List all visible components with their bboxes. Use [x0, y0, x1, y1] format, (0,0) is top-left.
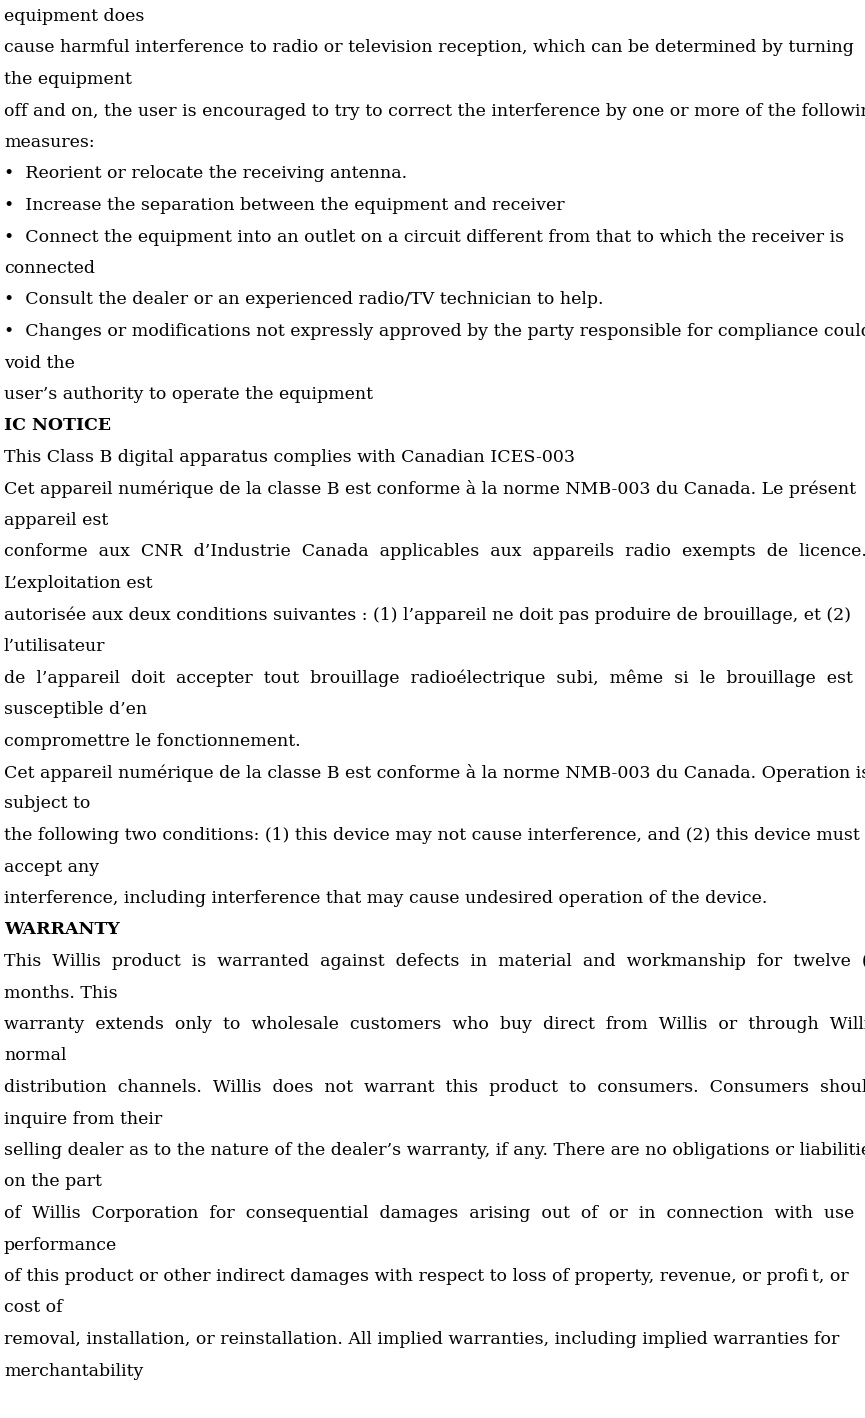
Text: cause harmful interference to radio or television reception, which can be determ: cause harmful interference to radio or t…: [4, 40, 854, 57]
Text: months. This: months. This: [4, 984, 118, 1001]
Text: measures:: measures:: [4, 133, 94, 150]
Text: of  Willis  Corporation  for  consequential  damages  arising  out  of  or  in  : of Willis Corporation for consequential …: [4, 1205, 865, 1222]
Text: interference, including interference that may cause undesired operation of the d: interference, including interference tha…: [4, 891, 767, 908]
Text: conforme  aux  CNR  d’Industrie  Canada  applicables  aux  appareils  radio  exe: conforme aux CNR d’Industrie Canada appl…: [4, 543, 865, 560]
Text: inquire from their: inquire from their: [4, 1110, 163, 1127]
Text: This Class B digital apparatus complies with Canadian ICES-003: This Class B digital apparatus complies …: [4, 450, 575, 467]
Text: compromettre le fonctionnement.: compromettre le fonctionnement.: [4, 733, 301, 750]
Text: autorisée aux deux conditions suivantes : (1) l’appareil ne doit pas produire de: autorisée aux deux conditions suivantes …: [4, 607, 851, 624]
Text: performance: performance: [4, 1236, 118, 1254]
Text: off and on, the user is encouraged to try to correct the interference by one or : off and on, the user is encouraged to tr…: [4, 102, 865, 119]
Text: warranty  extends  only  to  wholesale  customers  who  buy  direct  from  Willi: warranty extends only to wholesale custo…: [4, 1017, 865, 1032]
Text: of this product or other indirect damages with respect to loss of property, reve: of this product or other indirect damage…: [4, 1268, 849, 1285]
Text: user’s authority to operate the equipment: user’s authority to operate the equipmen…: [4, 386, 373, 403]
Text: This  Willis  product  is  warranted  against  defects  in  material  and  workm: This Willis product is warranted against…: [4, 953, 865, 970]
Text: IC NOTICE: IC NOTICE: [4, 417, 111, 434]
Text: the equipment: the equipment: [4, 71, 131, 88]
Text: •  Increase the separation between the equipment and receiver: • Increase the separation between the eq…: [4, 197, 565, 214]
Text: de  l’appareil  doit  accepter  tout  brouillage  radioélectrique  subi,  même  : de l’appareil doit accepter tout brouill…: [4, 669, 853, 686]
Text: equipment does: equipment does: [4, 9, 144, 26]
Text: void the: void the: [4, 354, 75, 372]
Text: removal, installation, or reinstallation. All implied warranties, including impl: removal, installation, or reinstallation…: [4, 1332, 839, 1349]
Text: l’utilisateur: l’utilisateur: [4, 638, 106, 655]
Text: accept any: accept any: [4, 858, 99, 875]
Text: appareil est: appareil est: [4, 512, 108, 529]
Text: •  Changes or modifications not expressly approved by the party responsible for : • Changes or modifications not expressly…: [4, 323, 865, 340]
Text: distribution  channels.  Willis  does  not  warrant  this  product  to  consumer: distribution channels. Willis does not w…: [4, 1079, 865, 1096]
Text: the following two conditions: (1) this device may not cause interference, and (2: the following two conditions: (1) this d…: [4, 827, 860, 844]
Text: Cet appareil numérique de la classe B est conforme à la norme NMB-003 du Canada.: Cet appareil numérique de la classe B es…: [4, 764, 865, 781]
Text: normal: normal: [4, 1048, 67, 1065]
Text: WARRANTY: WARRANTY: [4, 922, 119, 939]
Text: merchantability: merchantability: [4, 1363, 144, 1380]
Text: •  Consult the dealer or an experienced radio/TV technician to help.: • Consult the dealer or an experienced r…: [4, 292, 604, 309]
Text: on the part: on the part: [4, 1174, 102, 1191]
Text: selling dealer as to the nature of the dealer’s warranty, if any. There are no o: selling dealer as to the nature of the d…: [4, 1141, 865, 1159]
Text: •  Connect the equipment into an outlet on a circuit different from that to whic: • Connect the equipment into an outlet o…: [4, 228, 844, 245]
Text: susceptible d’en: susceptible d’en: [4, 700, 147, 718]
Text: connected: connected: [4, 259, 95, 277]
Text: cost of: cost of: [4, 1299, 62, 1316]
Text: Cet appareil numérique de la classe B est conforme à la norme NMB-003 du Canada.: Cet appareil numérique de la classe B es…: [4, 481, 856, 499]
Text: •  Reorient or relocate the receiving antenna.: • Reorient or relocate the receiving ant…: [4, 166, 407, 183]
Text: L’exploitation est: L’exploitation est: [4, 576, 152, 591]
Text: subject to: subject to: [4, 795, 90, 813]
